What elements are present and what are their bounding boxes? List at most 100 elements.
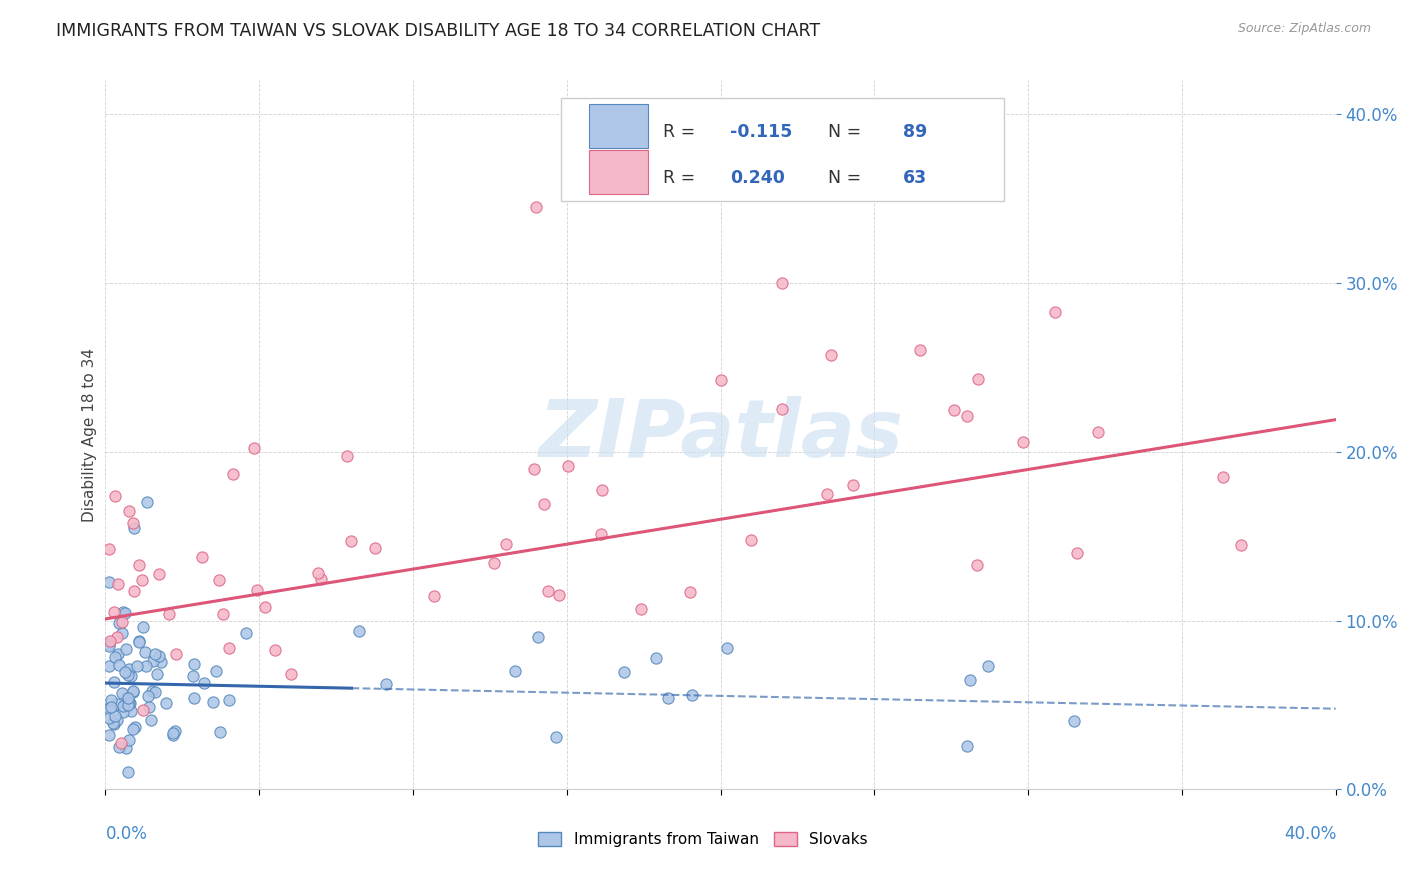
Point	[111, 699, 134, 714]
Text: -0.115: -0.115	[731, 123, 793, 141]
Point	[254, 599, 277, 614]
Point	[105, 713, 128, 727]
Point	[820, 348, 842, 362]
Text: R =: R =	[662, 169, 700, 187]
Y-axis label: Disability Age 18 to 34: Disability Age 18 to 34	[82, 348, 97, 522]
Point	[110, 735, 132, 749]
Point	[537, 584, 560, 599]
Point	[842, 478, 865, 492]
Point	[523, 462, 546, 476]
Point	[97, 575, 120, 590]
Point	[120, 669, 142, 683]
Point	[97, 659, 120, 673]
Point	[201, 694, 224, 708]
Point	[183, 690, 205, 705]
Point	[205, 665, 228, 679]
Point	[118, 662, 141, 676]
Point	[148, 649, 170, 664]
Point	[108, 658, 131, 673]
Point	[125, 658, 148, 673]
Point	[1063, 714, 1085, 729]
Point	[644, 651, 666, 665]
Point	[347, 624, 370, 638]
Point	[122, 684, 145, 698]
Point	[544, 731, 567, 745]
Point	[218, 640, 240, 655]
Point	[112, 605, 135, 619]
Point	[815, 487, 838, 501]
Point	[264, 642, 287, 657]
Point	[121, 722, 143, 736]
Point	[212, 607, 235, 621]
Point	[145, 666, 167, 681]
Point	[128, 633, 150, 648]
Point	[309, 572, 332, 586]
Point	[111, 615, 134, 629]
Point	[235, 625, 257, 640]
Point	[118, 696, 141, 710]
Point	[115, 690, 138, 705]
Point	[117, 765, 139, 780]
Point	[136, 689, 159, 703]
Point	[111, 686, 134, 700]
Point	[114, 642, 136, 657]
Point	[107, 647, 129, 661]
Point	[100, 699, 122, 714]
Text: ZIPatlas: ZIPatlas	[538, 396, 903, 474]
Point	[364, 541, 387, 555]
FancyBboxPatch shape	[589, 150, 648, 194]
Point	[97, 701, 120, 715]
Point	[533, 497, 555, 511]
Point	[104, 650, 127, 665]
Point	[117, 668, 139, 682]
Point	[956, 409, 979, 424]
Point	[591, 483, 613, 498]
Point	[942, 402, 965, 417]
Text: 63: 63	[903, 169, 927, 187]
Point	[122, 521, 145, 535]
Point	[97, 639, 120, 653]
Point	[150, 655, 173, 669]
Point	[105, 630, 128, 644]
Point	[209, 725, 232, 739]
Point	[527, 631, 550, 645]
Point	[589, 526, 612, 541]
Point	[121, 685, 143, 699]
Point	[155, 696, 177, 710]
Point	[207, 574, 229, 588]
Point	[120, 696, 142, 710]
Point	[339, 533, 361, 548]
Point	[716, 641, 738, 656]
Point	[613, 665, 636, 680]
Point	[103, 717, 125, 731]
Point	[134, 645, 156, 659]
FancyBboxPatch shape	[589, 103, 648, 147]
Point	[165, 724, 187, 739]
Point	[114, 665, 136, 680]
Point	[108, 615, 131, 630]
Point	[142, 654, 165, 668]
Point	[1212, 470, 1234, 484]
Text: 89: 89	[903, 123, 927, 141]
Point	[482, 556, 505, 570]
Point	[117, 698, 139, 712]
Point	[1087, 425, 1109, 440]
Point	[336, 449, 359, 463]
Point	[657, 691, 679, 706]
Point	[108, 740, 131, 755]
Point	[136, 495, 159, 509]
Point	[165, 647, 187, 661]
Point	[122, 516, 145, 530]
Point	[967, 372, 990, 386]
Point	[280, 667, 302, 681]
Point	[122, 584, 145, 599]
Point	[183, 657, 205, 671]
Point	[118, 732, 141, 747]
Point	[135, 659, 157, 673]
Point	[162, 725, 184, 739]
Point	[191, 549, 214, 564]
Point	[740, 533, 762, 547]
Point	[107, 577, 129, 591]
Point	[222, 467, 245, 481]
Point	[157, 607, 180, 621]
